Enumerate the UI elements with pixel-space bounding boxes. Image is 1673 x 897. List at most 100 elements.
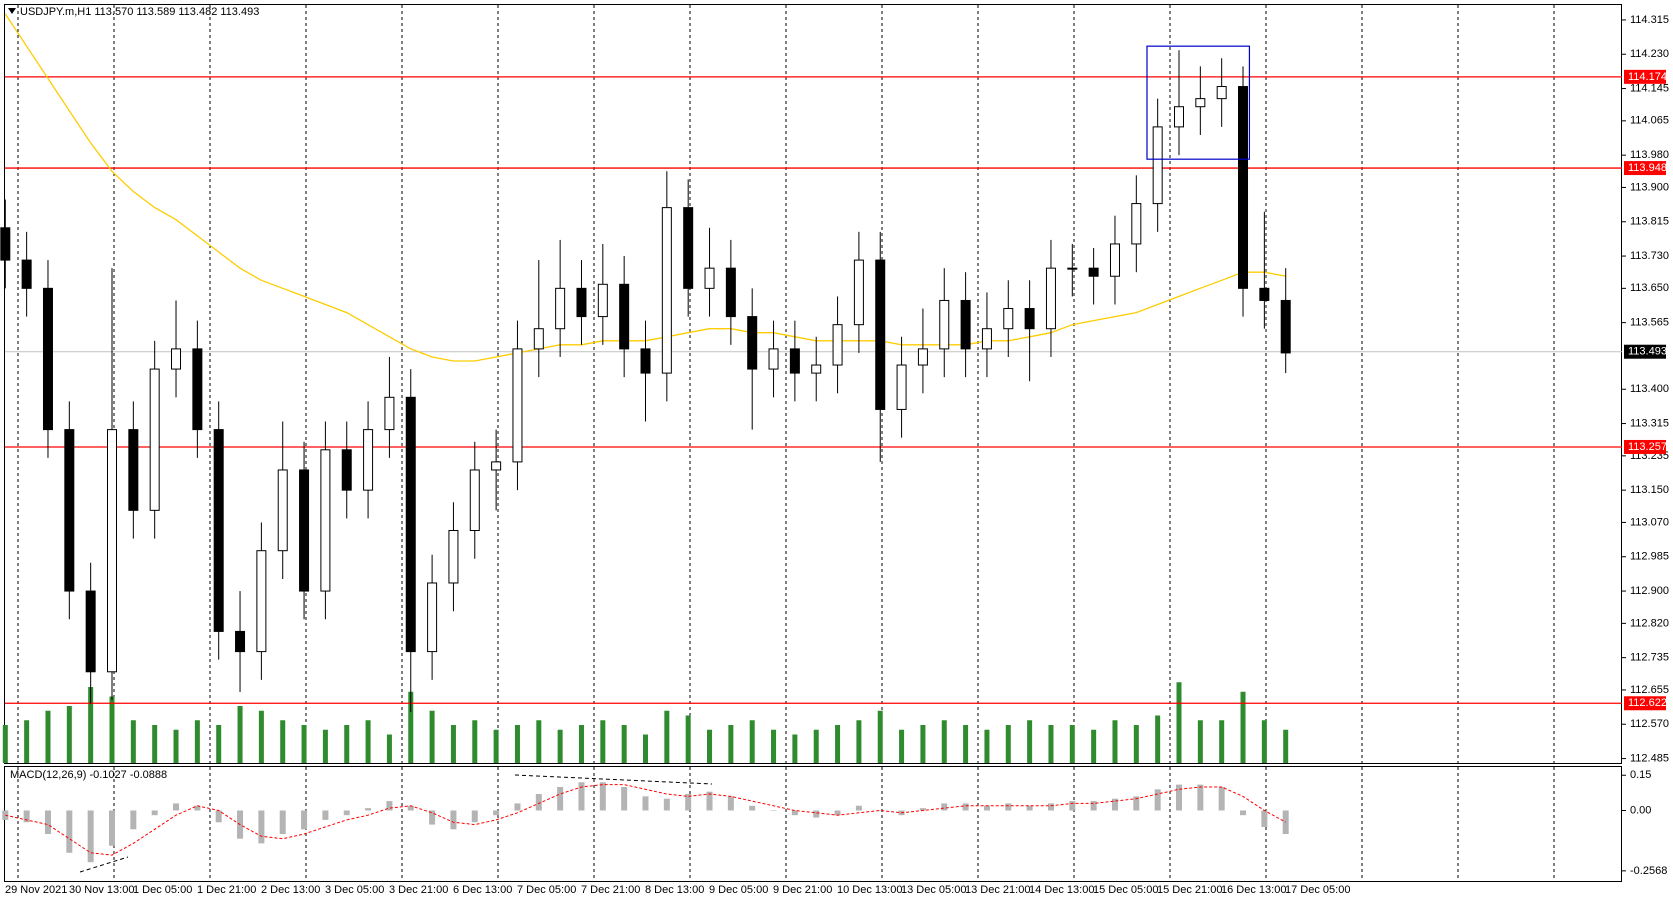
macd-bar (471, 810, 478, 823)
candle-body (64, 429, 75, 592)
x-tick-label: 7 Dec 05:00 (517, 884, 576, 896)
trendline (79, 856, 129, 873)
macd-bar (1176, 784, 1182, 811)
volume-bar (45, 710, 51, 763)
y-tick-label: 113.315 (1630, 417, 1669, 429)
candle-body (192, 348, 203, 431)
macd-bar (813, 810, 820, 818)
volume-bar (707, 729, 713, 763)
level-label: 113.257 (1628, 441, 1667, 453)
volume-bar (237, 706, 243, 763)
candle-body (725, 267, 736, 318)
volume-bar (1005, 725, 1011, 763)
volume-bar (621, 725, 627, 763)
macd-bar (258, 810, 265, 844)
macd-bar (343, 810, 350, 816)
candle-body (875, 259, 886, 410)
candle-body (405, 396, 416, 653)
x-tick-label: 8 Dec 13:00 (645, 884, 704, 896)
volume-bar (1283, 729, 1289, 763)
x-tick-label: 16 Dec 13:00 (1221, 884, 1286, 896)
volume-bar (920, 725, 926, 763)
y-tick-label: 112.570 (1630, 718, 1669, 730)
macd-bar (578, 782, 585, 811)
macd-tick-label: 0.15 (1630, 769, 1651, 781)
y-tick-label: 112.735 (1630, 652, 1669, 664)
candle-body (960, 299, 971, 350)
volume-bar (1133, 725, 1139, 763)
volume-bar (1219, 720, 1225, 763)
macd-bar (130, 810, 137, 830)
candle-body (1216, 86, 1227, 100)
volume-bar (130, 720, 136, 763)
candle-body (832, 324, 843, 366)
volume-bar (514, 725, 520, 763)
y-tick-label: 114.145 (1630, 82, 1669, 94)
x-tick-label: 2 Dec 13:00 (261, 884, 320, 896)
volume-bar (749, 720, 755, 763)
level-label-bg (1624, 161, 1666, 176)
x-tick-label: 9 Dec 05:00 (709, 884, 768, 896)
candle-body (256, 550, 267, 653)
candle-body (853, 259, 864, 326)
y-tick-label: 113.565 (1630, 317, 1669, 329)
candle-body (448, 530, 459, 584)
candle-body (1238, 86, 1249, 289)
candle-body (1174, 106, 1184, 128)
macd-bar (834, 810, 841, 816)
volume-bar (771, 729, 777, 763)
macd-bar (279, 810, 286, 834)
macd-bar (1240, 810, 1247, 816)
macd-bar (983, 805, 990, 811)
x-tick-label: 30 Nov 13:00 (69, 884, 134, 896)
candle-body (747, 316, 758, 370)
macd-bar (663, 798, 670, 811)
x-tick-label: 10 Dec 13:00 (837, 884, 902, 896)
x-tick-label: 3 Dec 21:00 (389, 884, 448, 896)
candle-body (981, 328, 992, 350)
volume-bar (728, 725, 734, 763)
candle-body (1109, 243, 1120, 277)
x-tick-label: 15 Dec 05:00 (1093, 884, 1158, 896)
macd-bar (2, 810, 9, 820)
x-tick-label: 14 Dec 13:00 (1029, 884, 1094, 896)
candle-body (661, 207, 672, 374)
volume-bar (1069, 725, 1075, 763)
volume-bar (1176, 682, 1182, 763)
candle-body (640, 348, 651, 374)
candle-body (917, 348, 928, 366)
candle-body (597, 283, 608, 318)
volume-bar (1091, 729, 1097, 763)
volume-bar (386, 734, 392, 763)
volume-bar (173, 729, 179, 763)
macd-bar (642, 796, 649, 811)
trendline (514, 774, 713, 785)
macd-bar (407, 805, 414, 811)
candle-body (1003, 308, 1014, 330)
volume-bar (941, 720, 947, 763)
volume-bar (301, 725, 307, 763)
candle-body (491, 461, 502, 471)
volume-bar (1240, 691, 1246, 763)
macd-bar (791, 810, 798, 816)
macd-bar (727, 796, 734, 811)
candle-body (427, 582, 438, 653)
macd-frame (4, 766, 1622, 882)
candle-body (107, 429, 117, 673)
candle-body (683, 207, 694, 289)
macd-bar (429, 810, 436, 825)
volume-bar (1048, 725, 1054, 763)
y-tick-label: 113.730 (1630, 250, 1669, 262)
macd-bar (386, 801, 393, 811)
level-label-bg (1624, 696, 1666, 711)
candle-body (171, 348, 182, 370)
candle-body (512, 348, 523, 463)
macd-bar (151, 810, 158, 816)
volume-bar (536, 720, 542, 763)
level-label-bg (1624, 69, 1666, 84)
volume-bar (600, 720, 606, 763)
y-tick-label: 113.400 (1630, 383, 1669, 395)
candle-body (939, 299, 950, 350)
macd-bar (706, 791, 713, 811)
